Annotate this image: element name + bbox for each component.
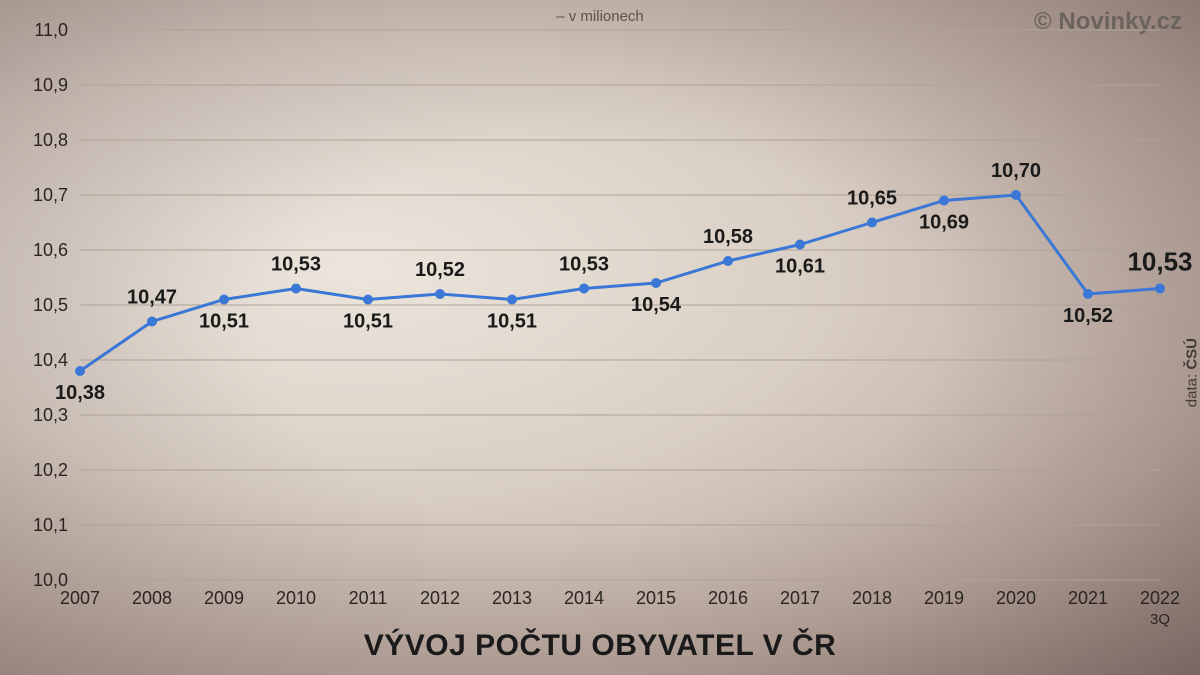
series-dot: [219, 295, 229, 305]
series-dot: [867, 218, 877, 228]
series-dot: [651, 278, 661, 288]
x-tick-sublabel: 3Q: [1150, 611, 1170, 628]
series-dot: [507, 295, 517, 305]
x-tick-label: 2009: [204, 588, 244, 608]
x-tick-label: 2008: [132, 588, 172, 608]
value-label: 10,51: [199, 311, 249, 333]
value-label: 10,69: [919, 212, 969, 234]
x-tick-label: 2010: [276, 588, 316, 608]
series-line: [80, 195, 1160, 371]
value-label: 10,70: [991, 160, 1041, 182]
population-line-chart: 10,0 10,1 10,2 10,3 10,4 10,5 10,6 10,7 10,8 10,9…: [0, 0, 1200, 675]
y-tick-label: 10,9: [33, 75, 68, 95]
value-label: 10,53: [1127, 247, 1192, 277]
x-axis-ticks: 2007 2008 2009 2010 2011 2012 2013 2014 2015 2016…: [60, 588, 1180, 628]
y-tick-label: 10,8: [33, 130, 68, 150]
value-label: 10,52: [1063, 305, 1113, 327]
series-dot: [75, 366, 85, 376]
y-tick-label: 10,1: [33, 515, 68, 535]
series-dot: [147, 317, 157, 327]
x-tick-label: 2007: [60, 588, 100, 608]
series-dot: [1083, 289, 1093, 299]
x-tick-label: 2018: [852, 588, 892, 608]
value-label: 10,61: [775, 256, 825, 278]
value-label: 10,38: [55, 382, 105, 404]
value-label: 10,58: [703, 226, 753, 248]
y-tick-label: 10,6: [33, 240, 68, 260]
x-tick-label: 2021: [1068, 588, 1108, 608]
y-tick-label: 10,0: [33, 570, 68, 590]
x-tick-label: 2022: [1140, 588, 1180, 608]
series-dot: [795, 240, 805, 250]
y-tick-label: 10,2: [33, 460, 68, 480]
x-tick-label: 2019: [924, 588, 964, 608]
value-label: 10,51: [343, 311, 393, 333]
y-tick-label: 10,3: [33, 405, 68, 425]
series-dot: [723, 256, 733, 266]
y-gridlines: [80, 30, 1160, 580]
y-tick-label: 10,7: [33, 185, 68, 205]
value-label: 10,52: [415, 259, 465, 281]
y-tick-label: 11,0: [34, 20, 68, 40]
series-dot: [363, 295, 373, 305]
value-label: 10,47: [127, 287, 177, 309]
series-dot: [291, 284, 301, 294]
x-tick-label: 2014: [564, 588, 604, 608]
x-tick-label: 2012: [420, 588, 460, 608]
series-dot: [1011, 190, 1021, 200]
y-tick-label: 10,4: [33, 350, 68, 370]
value-label: 10,53: [271, 254, 321, 276]
value-label: 10,51: [487, 311, 537, 333]
value-label: 10,54: [631, 294, 682, 316]
series-dot: [939, 196, 949, 206]
x-tick-label: 2011: [349, 588, 388, 608]
x-tick-label: 2016: [708, 588, 748, 608]
series-dot: [435, 289, 445, 299]
x-tick-label: 2017: [780, 588, 820, 608]
value-label: 10,65: [847, 188, 897, 210]
series-dot: [1155, 284, 1165, 294]
value-label: 10,53: [559, 254, 609, 276]
x-tick-label: 2015: [636, 588, 676, 608]
x-tick-label: 2020: [996, 588, 1036, 608]
y-axis-ticks: 10,0 10,1 10,2 10,3 10,4 10,5 10,6 10,7 10,8 10,9…: [33, 20, 68, 590]
y-tick-label: 10,5: [33, 295, 68, 315]
x-tick-label: 2013: [492, 588, 532, 608]
series-dot: [579, 284, 589, 294]
